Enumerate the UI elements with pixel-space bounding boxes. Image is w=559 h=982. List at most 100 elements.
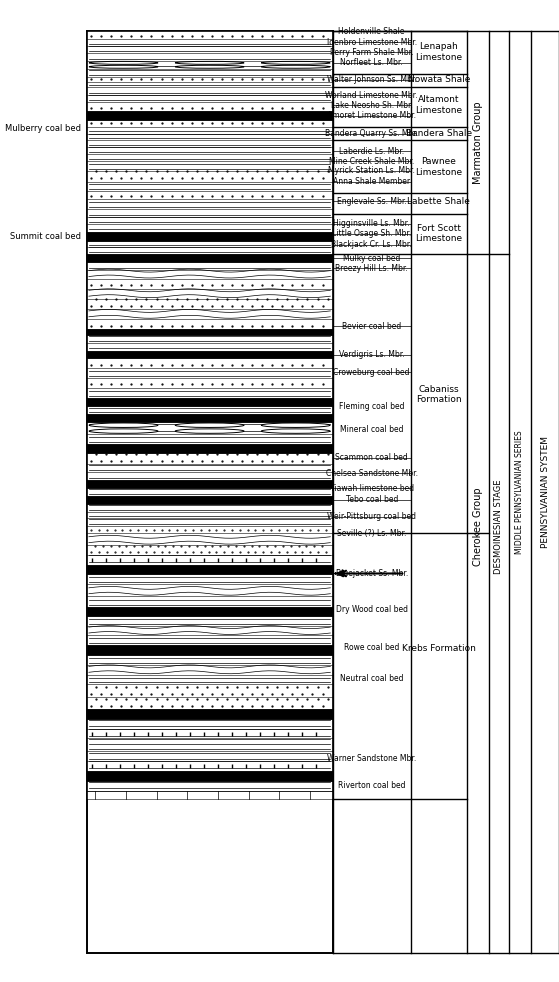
Ellipse shape (89, 61, 158, 65)
Text: Tebo coal bed: Tebo coal bed (345, 495, 398, 505)
Text: Scammon coal bed: Scammon coal bed (335, 453, 408, 463)
Text: Tiawah limestone bed: Tiawah limestone bed (330, 483, 414, 493)
Bar (87, 518, 333, 526)
Bar (87, 254, 333, 262)
Text: Perry Farm Shale Mbr.: Perry Farm Shale Mbr. (330, 47, 414, 57)
Text: Weir-Pittsburg coal bed: Weir-Pittsburg coal bed (327, 512, 416, 521)
Text: Laberdie Ls. Mbr.: Laberdie Ls. Mbr. (339, 146, 404, 156)
Text: Dry Wood coal bed: Dry Wood coal bed (336, 605, 408, 615)
Bar (87, 95, 333, 102)
Bar (87, 147, 333, 154)
Text: Krebs Formation: Krebs Formation (402, 643, 476, 653)
Text: Mineral coal bed: Mineral coal bed (340, 424, 404, 434)
Bar (87, 406, 333, 414)
Text: Lake Neosho Sh. Mbr.: Lake Neosho Sh. Mbr. (331, 100, 413, 110)
Bar (87, 279, 333, 289)
Bar (87, 545, 333, 555)
Bar (87, 53, 333, 61)
Bar (87, 289, 333, 299)
Bar (87, 761, 333, 771)
Text: Worland Limestone Mbr.: Worland Limestone Mbr. (325, 90, 418, 100)
Text: Englevale Ss. Mbr.: Englevale Ss. Mbr. (337, 196, 406, 206)
Text: Bandera Quarry Ss. Mbr.: Bandera Quarry Ss. Mbr. (325, 129, 418, 138)
Bar (87, 82, 333, 87)
Bar (87, 464, 333, 472)
Bar (87, 270, 333, 279)
Text: Riverton coal bed: Riverton coal bed (338, 781, 405, 791)
Text: MIDDLE PENNSYLVANIAN SERIES: MIDDLE PENNSYLVANIAN SERIES (515, 430, 524, 554)
Bar (87, 635, 333, 645)
Text: Seville (?) Ls. Mbr.: Seville (?) Ls. Mbr. (337, 528, 406, 538)
Text: Mulberry coal bed: Mulberry coal bed (5, 124, 81, 134)
Text: Lenapah
Limestone: Lenapah Limestone (415, 42, 462, 62)
Bar (87, 262, 333, 270)
Bar (87, 31, 333, 39)
Bar (87, 69, 333, 77)
Bar (87, 422, 333, 434)
Bar (87, 247, 333, 254)
Bar (87, 496, 333, 504)
Text: Chelsea Sandstone Mbr.: Chelsea Sandstone Mbr. (326, 468, 418, 478)
Text: Bandera Shale: Bandera Shale (406, 129, 472, 138)
Bar (87, 555, 333, 565)
Bar (87, 120, 333, 127)
Bar (87, 684, 333, 697)
Bar (87, 299, 333, 309)
Bar (87, 472, 333, 480)
Bar (87, 351, 333, 358)
Text: Pawnee
Limestone: Pawnee Limestone (415, 157, 462, 177)
Bar (87, 161, 333, 171)
Bar (87, 434, 333, 444)
Text: DESMOINESIAN STAGE: DESMOINESIAN STAGE (494, 479, 504, 574)
Bar (87, 645, 333, 655)
Text: Amoret Limestone Mbr.: Amoret Limestone Mbr. (327, 111, 416, 121)
Text: Norfleet Ls. Mbr.: Norfleet Ls. Mbr. (340, 58, 403, 68)
Bar (87, 335, 333, 343)
Text: Neutral coal bed: Neutral coal bed (340, 674, 404, 683)
Bar (87, 134, 333, 140)
Bar (87, 526, 333, 533)
Bar (87, 729, 333, 738)
Bar (87, 31, 333, 953)
Ellipse shape (261, 429, 330, 433)
Bar (87, 453, 333, 464)
Bar (87, 565, 333, 574)
Ellipse shape (89, 423, 158, 427)
Text: Little Osage Sh. Mbr.: Little Osage Sh. Mbr. (332, 229, 411, 239)
Text: Idenbro Limestone Mbr.: Idenbro Limestone Mbr. (326, 37, 417, 47)
Bar (87, 607, 333, 616)
Bar (87, 414, 333, 422)
Text: Altamont
Limestone: Altamont Limestone (415, 95, 462, 115)
Text: Summit coal bed: Summit coal bed (10, 232, 81, 242)
Text: Labette Shale: Labette Shale (408, 196, 470, 206)
Bar (87, 217, 333, 224)
Ellipse shape (89, 65, 158, 69)
Bar (87, 751, 333, 761)
Bar (87, 504, 333, 512)
Bar (87, 358, 333, 368)
Bar (87, 626, 333, 635)
Text: Bevier coal bed: Bevier coal bed (342, 321, 401, 331)
Bar (87, 191, 333, 199)
Ellipse shape (175, 61, 244, 65)
Bar (87, 182, 333, 191)
Text: Higginsville Ls. Mbr.: Higginsville Ls. Mbr. (334, 219, 410, 229)
Ellipse shape (175, 65, 244, 69)
Bar (87, 675, 333, 684)
Ellipse shape (175, 429, 244, 433)
Bar (87, 584, 333, 596)
Text: Mine Creek Shale Mbr.: Mine Creek Shale Mbr. (329, 156, 414, 166)
Bar (87, 574, 333, 584)
Text: Walter Johnson Ss. Mbr.: Walter Johnson Ss. Mbr. (327, 75, 416, 84)
Bar (87, 719, 333, 729)
Text: Bluejacket Ss. Mbr.: Bluejacket Ss. Mbr. (335, 569, 408, 578)
Bar (87, 319, 333, 329)
Text: Croweburg coal bed: Croweburg coal bed (334, 367, 410, 377)
Text: Anna Shale Member: Anna Shale Member (333, 177, 410, 187)
Bar (87, 709, 333, 719)
Bar (87, 171, 333, 182)
Bar (87, 697, 333, 709)
Text: Verdigris Ls. Mbr.: Verdigris Ls. Mbr. (339, 350, 405, 359)
Bar (87, 39, 333, 46)
Text: Nowata Shale: Nowata Shale (408, 75, 470, 84)
